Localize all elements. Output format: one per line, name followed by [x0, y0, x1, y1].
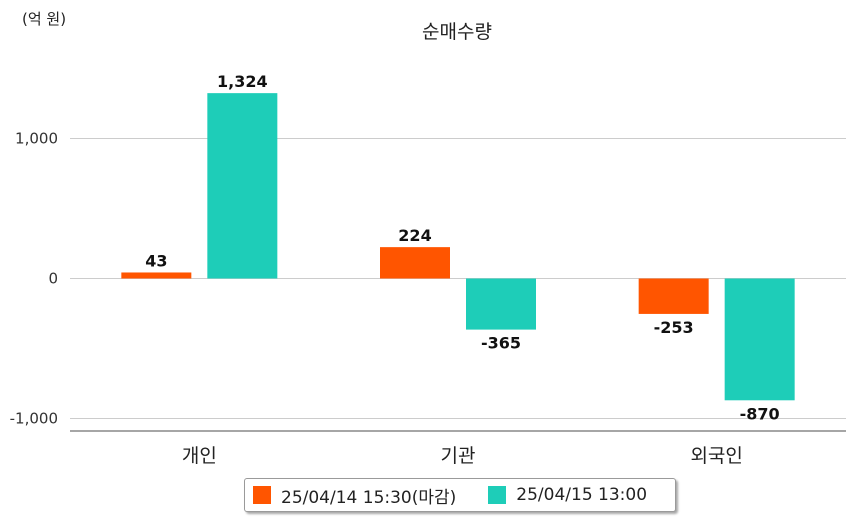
bars — [121, 93, 795, 401]
data-label: -253 — [654, 318, 694, 337]
data-label: -365 — [481, 334, 521, 353]
data-labels: 43 1,324 224 -365 -253 -870 — [145, 72, 779, 423]
bar-외국인-series-1[interactable] — [638, 278, 709, 314]
bar-기관-series-1[interactable] — [380, 247, 450, 279]
x-category-label: 외국인 — [690, 445, 742, 467]
chart-title: 순매수량 — [422, 21, 492, 43]
data-label: 43 — [145, 251, 167, 270]
y-tick-label: 1,000 — [15, 130, 58, 148]
y-tick-label: 0 — [48, 270, 58, 288]
legend-label-series-1: 25/04/14 15:30(마감) — [281, 487, 457, 508]
data-label: 224 — [398, 226, 431, 245]
x-axis-categories: 개인 기관 외국인 — [182, 445, 743, 467]
x-category-label: 기관 — [441, 445, 476, 467]
data-label: -870 — [740, 404, 780, 423]
legend-item-series-2[interactable]: 25/04/15 13:00 — [488, 485, 647, 505]
bar-개인-series-2[interactable] — [207, 93, 278, 279]
unit-label: (억 원) — [22, 10, 66, 28]
legend: 25/04/14 15:30(마감) 25/04/15 13:00 — [244, 478, 676, 512]
y-axis-ticks: -1,000 0 1,000 — [10, 130, 58, 428]
bar-개인-series-1[interactable] — [121, 272, 192, 279]
data-label: 1,324 — [217, 72, 268, 91]
legend-swatch-series-2 — [488, 486, 507, 504]
gridlines — [70, 138, 846, 419]
legend-item-series-1[interactable]: 25/04/14 15:30(마감) — [253, 483, 456, 508]
y-tick-label: -1,000 — [10, 410, 58, 428]
bar-외국인-series-2[interactable] — [724, 278, 795, 401]
bar-기관-series-2[interactable] — [466, 278, 536, 330]
legend-label-series-2: 25/04/15 13:00 — [516, 485, 648, 505]
legend-swatch-series-1 — [253, 486, 271, 504]
x-category-label: 개인 — [182, 445, 217, 467]
